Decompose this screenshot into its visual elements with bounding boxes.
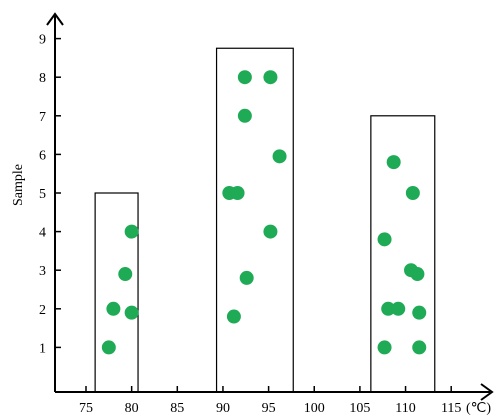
- data-point: [230, 186, 245, 200]
- data-point: [124, 224, 139, 239]
- y-axis-title: Sample: [11, 164, 26, 206]
- group-box-1: [94, 192, 139, 393]
- y-tick-label: 8: [39, 71, 46, 86]
- data-points: [101, 70, 427, 355]
- data-point: [124, 305, 139, 320]
- data-point: [239, 270, 254, 285]
- x-axis-arrowhead: [480, 383, 494, 401]
- data-point: [272, 149, 287, 164]
- data-point: [412, 305, 427, 320]
- x-tick-label: 85: [170, 401, 184, 416]
- group-box-2: [215, 47, 294, 393]
- data-point: [106, 301, 121, 316]
- data-point: [101, 340, 116, 355]
- data-point: [118, 267, 133, 282]
- x-tick-label: 100: [304, 401, 325, 416]
- data-point: [381, 301, 396, 316]
- group-boxes: [94, 47, 436, 393]
- data-point: [226, 309, 241, 324]
- x-unit-label: (℃): [466, 401, 491, 416]
- data-point: [237, 108, 252, 123]
- x-tick-label: 75: [79, 401, 93, 416]
- y-tick-label: 3: [39, 264, 46, 279]
- x-tick-label: 115: [441, 401, 461, 416]
- data-point: [237, 70, 252, 85]
- x-tick-label: 95: [262, 401, 276, 416]
- y-tick-label: 6: [39, 148, 46, 163]
- data-point: [263, 224, 278, 239]
- axes: [46, 12, 494, 401]
- data-point: [412, 340, 427, 355]
- data-point: [386, 155, 401, 170]
- data-point: [405, 186, 420, 200]
- x-ticks: 75 80 85 90 95 100 105 110 115: [79, 386, 461, 416]
- x-tick-label: 110: [395, 401, 415, 416]
- data-point: [377, 232, 392, 247]
- x-tick-label: 90: [216, 401, 230, 416]
- data-point: [263, 70, 278, 85]
- y-tick-label: 4: [39, 226, 46, 241]
- data-point: [410, 267, 425, 282]
- y-axis-arrowhead: [46, 12, 64, 26]
- data-point: [377, 340, 392, 355]
- y-ticks: 1 2 3 4 5 6 7 8 9: [39, 33, 61, 356]
- y-tick-label: 2: [39, 303, 46, 318]
- y-tick-label: 9: [39, 33, 46, 48]
- data-point: [391, 301, 406, 316]
- x-tick-label: 80: [125, 401, 139, 416]
- x-tick-label: 105: [349, 401, 370, 416]
- y-tick-label: 1: [39, 341, 46, 356]
- y-tick-label: 7: [39, 110, 46, 125]
- y-tick-label: 5: [39, 187, 46, 202]
